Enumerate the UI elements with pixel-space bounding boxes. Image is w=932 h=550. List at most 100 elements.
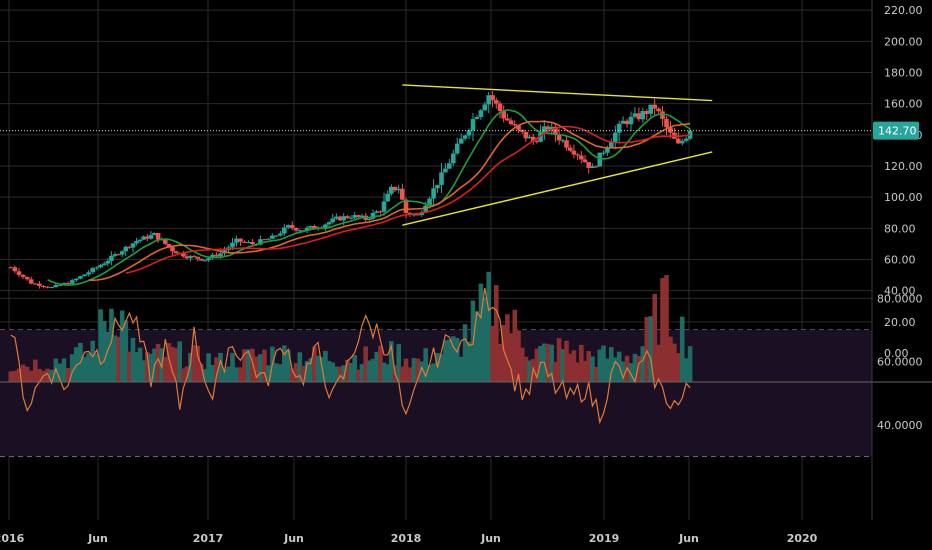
candle-body [90, 268, 95, 273]
candle-body [49, 287, 54, 289]
volume-bar [348, 363, 354, 382]
volume-bar [505, 314, 510, 382]
candle-body [98, 265, 103, 268]
candle-body [218, 253, 223, 257]
volume-bar [556, 338, 562, 382]
volume-bar [597, 349, 603, 382]
price-tick-label: 20.00 [884, 316, 916, 329]
volume-bar [297, 352, 303, 382]
volume-bar [28, 370, 34, 382]
candle-body [41, 286, 46, 287]
volume-bar [173, 348, 179, 382]
candle-body [534, 141, 540, 143]
volume-bar [177, 341, 182, 382]
volume-bar [407, 367, 413, 382]
volume-bar [145, 352, 150, 382]
candle-body [116, 254, 121, 256]
volume-bar [527, 360, 532, 382]
volume-bar [644, 316, 650, 382]
candle-body [195, 256, 200, 259]
last-price-value: 142.70 [878, 125, 917, 138]
volume-bar [345, 359, 350, 382]
candle-body [609, 142, 614, 148]
moving-average-fast [47, 109, 691, 286]
volume-bar [94, 353, 100, 382]
volume-bar [123, 320, 129, 382]
volume-bar [494, 285, 499, 382]
volume-bar [628, 363, 634, 382]
volume-bar [516, 330, 521, 382]
candle-body [238, 238, 243, 242]
candle-body [130, 243, 136, 248]
candle-body [137, 239, 143, 241]
candle-body [403, 199, 409, 213]
volume-bar [282, 345, 287, 382]
candle-body [582, 159, 588, 163]
volume-bar [315, 355, 321, 382]
candle-body [560, 140, 566, 142]
candle-body [687, 130, 693, 139]
candle-body [683, 138, 689, 141]
candle-body [127, 246, 132, 248]
volume-bar [8, 371, 14, 382]
candle-body [660, 111, 665, 119]
volume-bar [451, 336, 456, 382]
volume-bar [188, 352, 193, 382]
volume-bar [181, 368, 186, 382]
candle-body [389, 186, 394, 194]
volume-bar [676, 353, 681, 382]
candle-body [16, 271, 22, 275]
volume-bar [668, 336, 673, 382]
time-tick-label: Jun [678, 532, 699, 545]
volume-bar [679, 316, 685, 382]
candle-body [505, 118, 510, 121]
volume-bar [415, 358, 421, 382]
candle-body [620, 120, 626, 124]
candle-body [28, 279, 34, 284]
time-tick-label: Jun [283, 532, 304, 545]
candle-body [486, 95, 491, 105]
volume-bar [304, 361, 310, 382]
volume-bar [534, 348, 540, 382]
trendlines[interactable] [402, 84, 713, 226]
candle-body [166, 243, 172, 247]
candle-body [400, 188, 405, 200]
candle-body [490, 95, 495, 101]
volume-bar [65, 368, 71, 382]
candle-body [516, 125, 521, 130]
candle-body [378, 211, 383, 213]
volume-bar [523, 356, 529, 382]
candle-body [20, 274, 26, 277]
candle-body [94, 267, 100, 269]
volume-bar [141, 360, 146, 382]
candle-body [648, 104, 653, 114]
volume-bar [582, 360, 588, 382]
volume-bar [86, 353, 91, 382]
time-axis[interactable]: 2016 Jun 2017 Jun 2018 Jun 2019 Jun 2020 [0, 532, 818, 545]
candle-body [341, 216, 346, 221]
candle-body [155, 233, 161, 240]
rsi-axis[interactable]: 80.0000 60.0000 40.0000 [877, 292, 923, 432]
candle-body [590, 166, 595, 168]
last-price-tag: 142.70 [873, 121, 919, 140]
candle-body [549, 126, 554, 130]
volume-bar [222, 369, 227, 382]
volume-bar [130, 337, 136, 382]
candle-body [427, 198, 432, 206]
volume-bar [286, 349, 291, 382]
candle-body [370, 213, 376, 219]
volume-bar [109, 308, 114, 382]
candle-body [246, 242, 251, 243]
candle-body [478, 110, 484, 117]
candle-body [282, 227, 287, 234]
volume-bar [82, 356, 87, 382]
candle-body [290, 225, 295, 228]
volume-bar [443, 340, 448, 382]
volume-bar [571, 350, 577, 382]
volume-bar [497, 344, 503, 382]
volume-bar [199, 363, 204, 382]
volume-bar [512, 309, 518, 382]
volume-bar [258, 354, 263, 382]
